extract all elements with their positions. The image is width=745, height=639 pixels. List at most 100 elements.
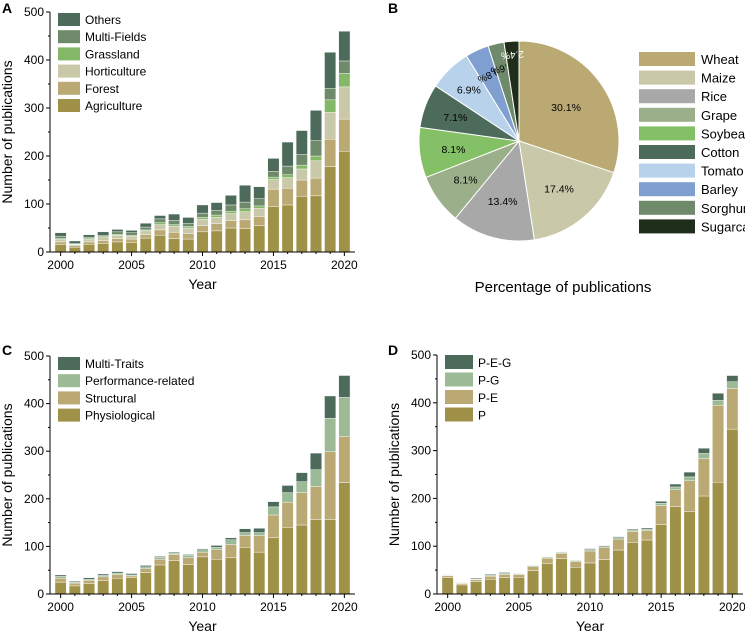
bar-horticulture-2011: [210, 217, 223, 224]
bar-multi-fields-2003: [97, 234, 110, 237]
legend-swatch-barley: [639, 182, 695, 197]
bar-p-2011: [598, 559, 611, 595]
bar-p-2000: [441, 577, 454, 595]
bar-forest-2020: [338, 118, 351, 152]
bar-others-2001: [68, 240, 81, 244]
bar-p-2010: [584, 562, 596, 595]
bar-performance-related-2018: [310, 469, 322, 487]
bar-p-e-g-2004: [498, 572, 511, 574]
bar-structural-2017: [295, 492, 308, 526]
pie-slice-rice: [454, 139, 535, 242]
bar-structural-2007: [154, 559, 166, 566]
x-tick-label: 2020: [719, 600, 745, 614]
bar-p-e-2009: [569, 561, 582, 568]
bar-performance-related-2020: [338, 397, 351, 437]
bar-p-g-2013: [626, 529, 639, 532]
panel-a-stacked-bar-chart: 0 100 200 300 400 500 2000 2005 2010 2015 2020 Year…: [0, 5, 358, 292]
legend-label-agriculture: Agriculture: [85, 99, 143, 113]
bar-agriculture-2008: [168, 238, 180, 253]
legend-label-sugarcane: Sugarcane: [701, 219, 745, 234]
bar-horticulture-2013: [239, 211, 251, 221]
bar-p-g-2012: [612, 537, 625, 540]
bar-multi-traits-2005: [125, 573, 138, 576]
legend-swatch-sugarcane: [639, 219, 695, 234]
legend-swatch-tomato: [639, 163, 695, 178]
bar-physiological-2001: [68, 585, 81, 595]
bar-physiological-2019: [324, 519, 337, 595]
bar-p-2001: [456, 584, 468, 595]
bar-performance-related-2000: [54, 576, 67, 579]
bar-horticulture-2007: [154, 224, 166, 231]
bar-multi-fields-2016: [281, 165, 294, 175]
bar-p-2013: [626, 542, 639, 595]
bar-multi-traits-2003: [97, 573, 110, 576]
bar-physiological-2018: [310, 519, 322, 595]
bar-p-2017: [683, 511, 696, 595]
bar-structural-2000: [54, 578, 67, 583]
bar-multi-fields-2007: [154, 218, 166, 223]
bar-p-e-g-2014: [641, 527, 653, 530]
bar-physiological-2006: [139, 572, 152, 595]
bar-forest-2019: [324, 138, 337, 167]
bar-horticulture-2008: [168, 225, 180, 233]
pie-label-wheat: 30.1%: [551, 102, 581, 114]
bar-multi-traits-2018: [310, 452, 322, 470]
bar-p-e-2011: [598, 547, 611, 560]
bar-horticulture-2012: [224, 213, 237, 222]
bar-agriculture-2018: [310, 195, 322, 253]
legend-swatch-multi-traits: [58, 357, 80, 370]
bar-others-2000: [54, 232, 67, 237]
bar-physiological-2016: [281, 527, 294, 595]
y-tick-label: 400: [24, 53, 44, 67]
y-tick-label: 100: [24, 539, 44, 553]
bar-p-2020: [726, 428, 739, 595]
bar-structural-2010: [196, 551, 209, 558]
bar-agriculture-2019: [324, 166, 337, 253]
bar-grassland-2013: [239, 208, 251, 212]
bar-grassland-2016: [281, 174, 294, 178]
bar-physiological-2008: [168, 560, 180, 595]
bar-horticulture-2004: [111, 234, 124, 239]
bar-p-e-g-2020: [726, 375, 739, 382]
bar-p-e-2020: [726, 388, 739, 430]
bar-p-e-g-2011: [598, 545, 611, 547]
legend-swatch-soybean: [639, 126, 695, 141]
legend-swatch-p-e: [445, 390, 473, 404]
bar-others-2013: [239, 185, 251, 203]
y-tick-label: 0: [37, 245, 44, 259]
bar-performance-related-2019: [324, 418, 337, 452]
bar-multi-traits-2014: [253, 528, 266, 533]
bar-agriculture-2014: [253, 225, 266, 253]
bar-structural-2018: [310, 486, 322, 520]
x-tick-label: 2010: [189, 600, 216, 614]
panel-d-stacked-bar-chart: 0 100 200 300 400 500 2000 2005 2010 2015 2020 Year…: [386, 348, 745, 634]
bar-grassland-2014: [253, 205, 266, 209]
bar-p-e-2001: [456, 583, 468, 586]
bar-physiological-2000: [54, 581, 67, 595]
x-tick-label: 2005: [118, 600, 145, 614]
bar-multi-fields-2004: [111, 231, 124, 235]
bar-multi-fields-2011: [210, 210, 223, 216]
panel-c-stacked-bar-chart: 0 100 200 300 400 500 2000 2005 2010 2015 2020 Year…: [0, 349, 358, 634]
legend-label-horticulture: Horticulture: [85, 65, 147, 79]
bar-others-2010: [196, 204, 209, 214]
bar-others-2016: [281, 141, 294, 167]
bar-multi-fields-2006: [139, 226, 152, 231]
bar-grassland-2008: [168, 224, 180, 227]
pie-label-rice: 13.4%: [488, 196, 518, 208]
bar-performance-related-2014: [253, 532, 266, 536]
pie-label-tomato: 6.9%: [457, 84, 481, 96]
bar-grassland-2018: [310, 155, 322, 162]
bar-p-e-g-2012: [612, 536, 625, 538]
bar-p-g-2020: [726, 381, 739, 389]
bar-performance-related-2012: [224, 539, 237, 545]
bar-p-e-2012: [612, 538, 625, 551]
bar-forest-2009: [182, 233, 195, 240]
bar-forest-2001: [68, 245, 81, 248]
bar-p-2003: [484, 578, 497, 595]
bar-others-2014: [253, 186, 266, 199]
bar-multi-fields-2008: [168, 220, 180, 225]
bar-p-g-2016: [669, 486, 682, 490]
bar-performance-related-2008: [168, 552, 180, 555]
bar-multi-fields-2009: [182, 222, 195, 227]
